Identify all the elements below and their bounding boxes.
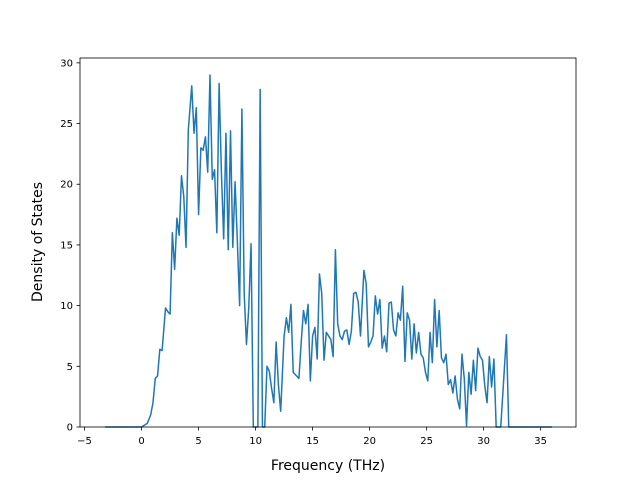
x-tick-label: 35	[534, 436, 547, 447]
x-tick-label: 30	[477, 436, 490, 447]
y-tick-label: 30	[60, 58, 73, 69]
x-tick-label: 25	[420, 436, 433, 447]
y-tick-label: 10	[60, 301, 73, 312]
axes-frame	[79, 57, 577, 428]
x-tick-label: 5	[195, 436, 201, 447]
y-tick-label: 20	[60, 180, 73, 191]
x-axis-label: Frequency (THz)	[271, 458, 385, 474]
dos-line	[105, 74, 553, 428]
x-tick-label: 15	[306, 436, 319, 447]
x-tick-label: 10	[249, 436, 262, 447]
y-tick-label: 15	[60, 240, 73, 251]
y-tick-label: 0	[67, 423, 73, 434]
y-tick-label: 25	[60, 119, 73, 130]
x-tick-label: 0	[138, 436, 144, 447]
y-axis-label: Density of States	[30, 182, 46, 302]
y-tick-label: 5	[67, 362, 73, 373]
x-tick-label: 20	[363, 436, 376, 447]
x-tick-label: −5	[77, 436, 92, 447]
